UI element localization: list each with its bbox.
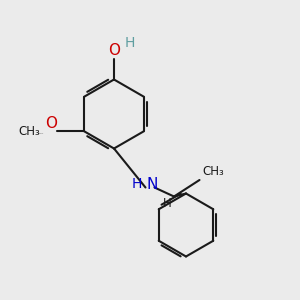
Text: CH₃: CH₃ <box>19 125 40 138</box>
Text: methoxy: methoxy <box>38 133 44 134</box>
Text: H: H <box>131 178 142 191</box>
Text: CH₃: CH₃ <box>202 166 224 178</box>
Text: N: N <box>147 177 158 192</box>
Text: O: O <box>45 116 57 131</box>
Text: O: O <box>108 43 120 58</box>
Text: H: H <box>163 196 172 210</box>
Text: H: H <box>124 36 135 50</box>
